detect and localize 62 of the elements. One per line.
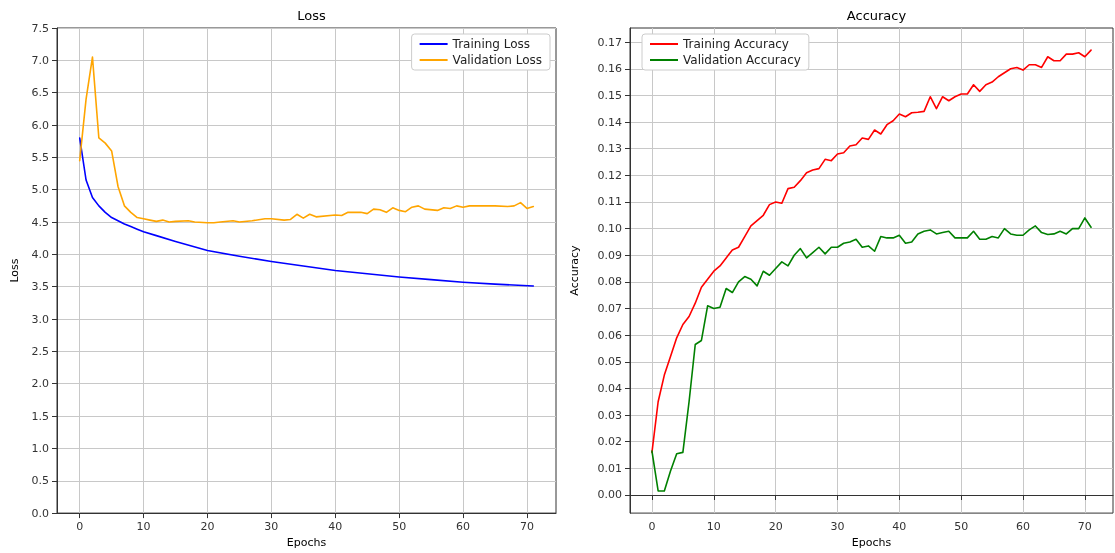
y-tick-label: 0.03 [597, 408, 622, 422]
y-tick-label: 0.15 [597, 88, 622, 102]
y-tick-label: 0.13 [597, 142, 622, 156]
x-tick-label: 10 [706, 520, 721, 534]
x-tick-label: 10 [136, 520, 151, 534]
y-tick-label: 7.5 [31, 21, 49, 35]
x-tick-label: 0 [648, 520, 656, 534]
x-tick-label: 70 [1077, 520, 1092, 534]
x-tick-label: 60 [456, 520, 471, 534]
x-tick-label: 70 [519, 520, 534, 534]
y-tick-label: 0.06 [597, 328, 622, 342]
x-tick-label: 30 [830, 520, 845, 534]
y-tick-label: 0.0 [31, 506, 49, 520]
y-tick-label: 2.5 [31, 344, 49, 358]
y-tick-label: 0.11 [597, 195, 622, 209]
y-tick-label: 0.05 [597, 355, 622, 369]
y-tick-label: 0.04 [597, 381, 622, 395]
y-tick-label: 6.0 [31, 118, 49, 132]
x-axis-title: Epochs [851, 536, 892, 549]
y-tick-label: 7.0 [31, 53, 49, 67]
y-tick-label: 6.5 [31, 86, 49, 100]
y-tick-label: 0.12 [597, 168, 622, 182]
x-tick-label: 0 [76, 520, 84, 534]
y-tick-label: 5.5 [31, 150, 49, 164]
y-axis-title: Loss [8, 258, 21, 283]
y-tick-label: 1.0 [31, 441, 49, 455]
chart-title: Loss [297, 8, 326, 23]
x-tick-label: 40 [328, 520, 343, 534]
x-tick-label: 50 [392, 520, 407, 534]
y-tick-label: 3.5 [31, 280, 49, 294]
chart-title: Accuracy [846, 8, 907, 23]
y-tick-label: 0.17 [597, 35, 622, 49]
x-tick-label: 20 [200, 520, 215, 534]
y-tick-label: 1.5 [31, 409, 49, 423]
y-tick-label: 0.00 [597, 488, 622, 502]
y-tick-label: 0.01 [597, 461, 622, 475]
y-tick-label: 4.5 [31, 215, 49, 229]
y-tick-label: 0.02 [597, 435, 622, 449]
y-tick-label: 0.09 [597, 248, 622, 262]
y-tick-label: 2.0 [31, 377, 49, 391]
line-series [651, 217, 1092, 492]
y-tick-label: 5.0 [31, 183, 49, 197]
y-tick-label: 0.08 [597, 275, 622, 289]
x-tick-label: 20 [768, 520, 783, 534]
x-tick-label: 50 [954, 520, 969, 534]
y-axis-title: Accuracy [568, 244, 581, 296]
x-axis-title: Epochs [286, 536, 327, 549]
y-tick-label: 0.14 [597, 115, 622, 129]
legend-label: Validation Accuracy [683, 53, 801, 67]
x-tick-label: 40 [892, 520, 907, 534]
y-tick-label: 0.07 [597, 302, 622, 316]
y-tick-label: 0.10 [597, 222, 622, 236]
y-tick-label: 3.0 [31, 312, 49, 326]
line-series [78, 137, 535, 287]
legend-label: Validation Loss [452, 53, 542, 67]
x-tick-label: 60 [1016, 520, 1031, 534]
x-tick-label: 30 [264, 520, 279, 534]
y-tick-label: 0.5 [31, 474, 49, 488]
y-tick-label: 4.0 [31, 247, 49, 261]
legend-label: Training Accuracy [682, 37, 789, 51]
legend-label: Training Loss [451, 37, 531, 51]
y-tick-label: 0.16 [597, 62, 622, 76]
